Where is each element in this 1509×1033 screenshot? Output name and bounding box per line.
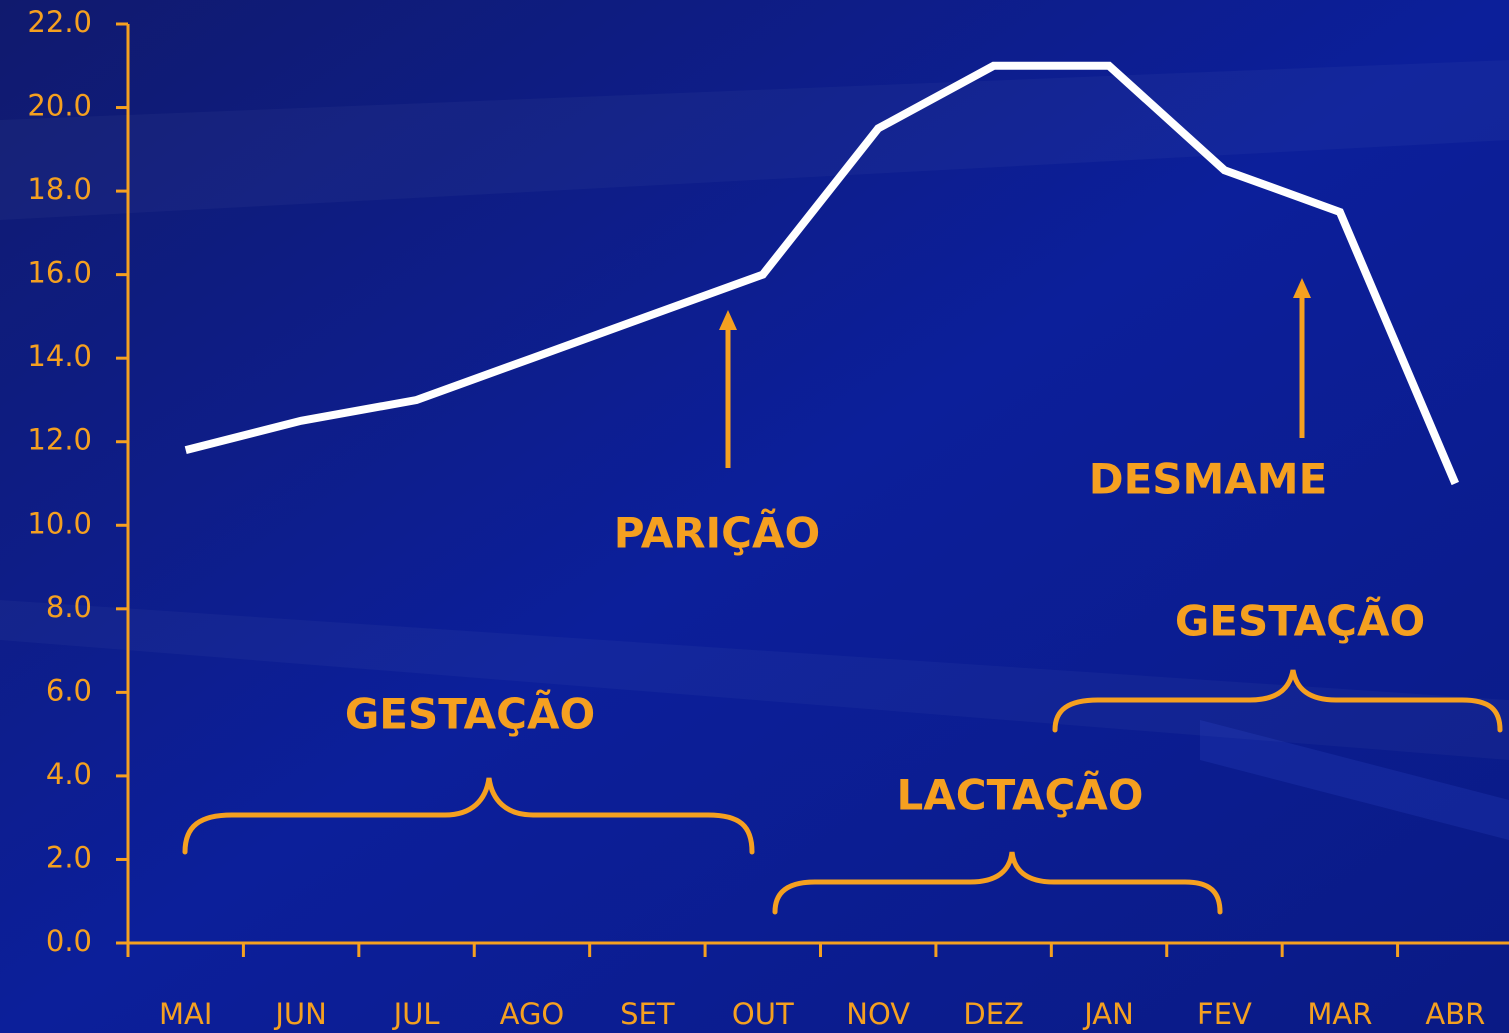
x-tick-label: AGO — [500, 997, 565, 1031]
x-tick-label: DEZ — [963, 997, 1024, 1031]
y-tick-label: 6.0 — [46, 673, 92, 707]
arrow-head — [1293, 278, 1311, 298]
brace — [182, 777, 755, 855]
annotation: PARIÇÃO — [614, 508, 820, 558]
x-tick-label: JUL — [392, 997, 440, 1031]
annotation: GESTAÇÃO — [345, 689, 595, 739]
y-tick-label: 0.0 — [46, 924, 92, 958]
x-tick-label: SET — [620, 997, 675, 1031]
y-tick-label: 8.0 — [46, 590, 92, 624]
y-tick-label: 22.0 — [27, 5, 92, 39]
x-tick-label: OUT — [732, 997, 794, 1031]
y-tick-label: 20.0 — [27, 89, 92, 123]
brace — [772, 851, 1223, 915]
streak — [1200, 720, 1509, 840]
annotation: GESTAÇÃO — [1175, 596, 1425, 646]
line — [184, 61, 1459, 486]
x-tick-label: JAN — [1082, 997, 1134, 1031]
x-tick-label: NOV — [846, 997, 910, 1031]
y-tick-label: 16.0 — [27, 256, 92, 290]
y-tick-label: 2.0 — [46, 840, 92, 874]
arrow-head — [719, 310, 737, 330]
y-tick-label: 18.0 — [27, 172, 92, 206]
annotation: DESMAME — [1089, 455, 1328, 504]
y-tick-label: 14.0 — [27, 339, 92, 373]
y-tick-label: 12.0 — [27, 423, 92, 457]
x-tick-label: JUN — [273, 997, 326, 1031]
y-tick-label: 4.0 — [46, 757, 92, 791]
x-tick-label: MAR — [1307, 997, 1372, 1031]
annotation: LACTAÇÃO — [896, 770, 1143, 820]
x-tick-label: MAI — [159, 997, 212, 1031]
brace — [1052, 669, 1503, 733]
plot: 0.0 2.0 4.0 6.0 8.0 10.0 12.0 14.0 16.0 18.0 20.0 2… — [27, 5, 1509, 1031]
x-tick-label: FEV — [1197, 997, 1252, 1031]
x-tick-label: ABR — [1425, 997, 1485, 1031]
y-tick-label: 10.0 — [27, 506, 92, 540]
